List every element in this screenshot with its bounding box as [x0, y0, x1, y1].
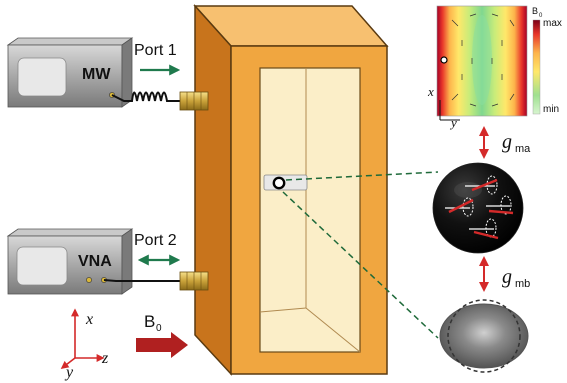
- mw-cable: [111, 91, 182, 102]
- mw-instrument: MW: [6, 37, 134, 108]
- colorbar-title: B: [532, 6, 538, 16]
- sma-connector-1: [179, 91, 209, 111]
- lab-axes: x z y: [60, 308, 109, 381]
- cavity: [179, 4, 389, 376]
- mode-profile-map: x y: [427, 5, 528, 130]
- vna-port-a: [86, 277, 92, 283]
- coupling-ma-symbol: g: [502, 131, 512, 153]
- magnon-sphere: [432, 162, 524, 254]
- lab-axis-x-label: x: [85, 311, 93, 328]
- zoom-line-lower: [282, 191, 439, 339]
- mw-label: MW: [82, 66, 111, 83]
- sma-connector-2: [179, 271, 209, 291]
- port-2-label: Port 2: [134, 232, 177, 249]
- vna-screen: [16, 246, 68, 286]
- precessing-spin: [469, 218, 499, 240]
- lab-axis-z-label: z: [101, 350, 109, 367]
- cavity-window: [259, 67, 361, 353]
- zoom-line-upper: [285, 171, 439, 181]
- precessing-spin: [465, 175, 498, 195]
- coupling-mb-symbol: g: [502, 266, 512, 288]
- lab-axis-y-label: y: [64, 364, 74, 381]
- field-label: B: [144, 312, 155, 331]
- cavity-side-face: [194, 4, 232, 376]
- mw-screen: [17, 57, 67, 97]
- sample-holder: [263, 174, 308, 191]
- field-arrow: [136, 332, 188, 358]
- sample-position-marker: [440, 56, 448, 64]
- coupling-mb-subscript: mb: [515, 278, 530, 290]
- coupling-ma-subscript: ma: [515, 143, 531, 155]
- vna-label: VNA: [78, 253, 112, 270]
- colorbar-min-label: min: [543, 104, 559, 115]
- precessing-spin: [445, 197, 474, 217]
- vna-cable: [103, 279, 182, 282]
- vna-instrument: VNA: [6, 228, 134, 295]
- colorbar-title-sub: 0: [539, 13, 543, 19]
- port-1-label: Port 1: [134, 42, 177, 59]
- colorbar-max-label: max: [543, 18, 562, 29]
- precessing-spin: [486, 195, 514, 215]
- mode-axis-x-label: x: [427, 84, 434, 99]
- colorbar: B 0 max min: [532, 6, 562, 115]
- mode-axis-y-label: y: [449, 115, 457, 130]
- field-subscript: 0: [156, 323, 162, 334]
- yig-sphere-marker: [272, 176, 286, 190]
- deformed-sphere: [439, 299, 529, 373]
